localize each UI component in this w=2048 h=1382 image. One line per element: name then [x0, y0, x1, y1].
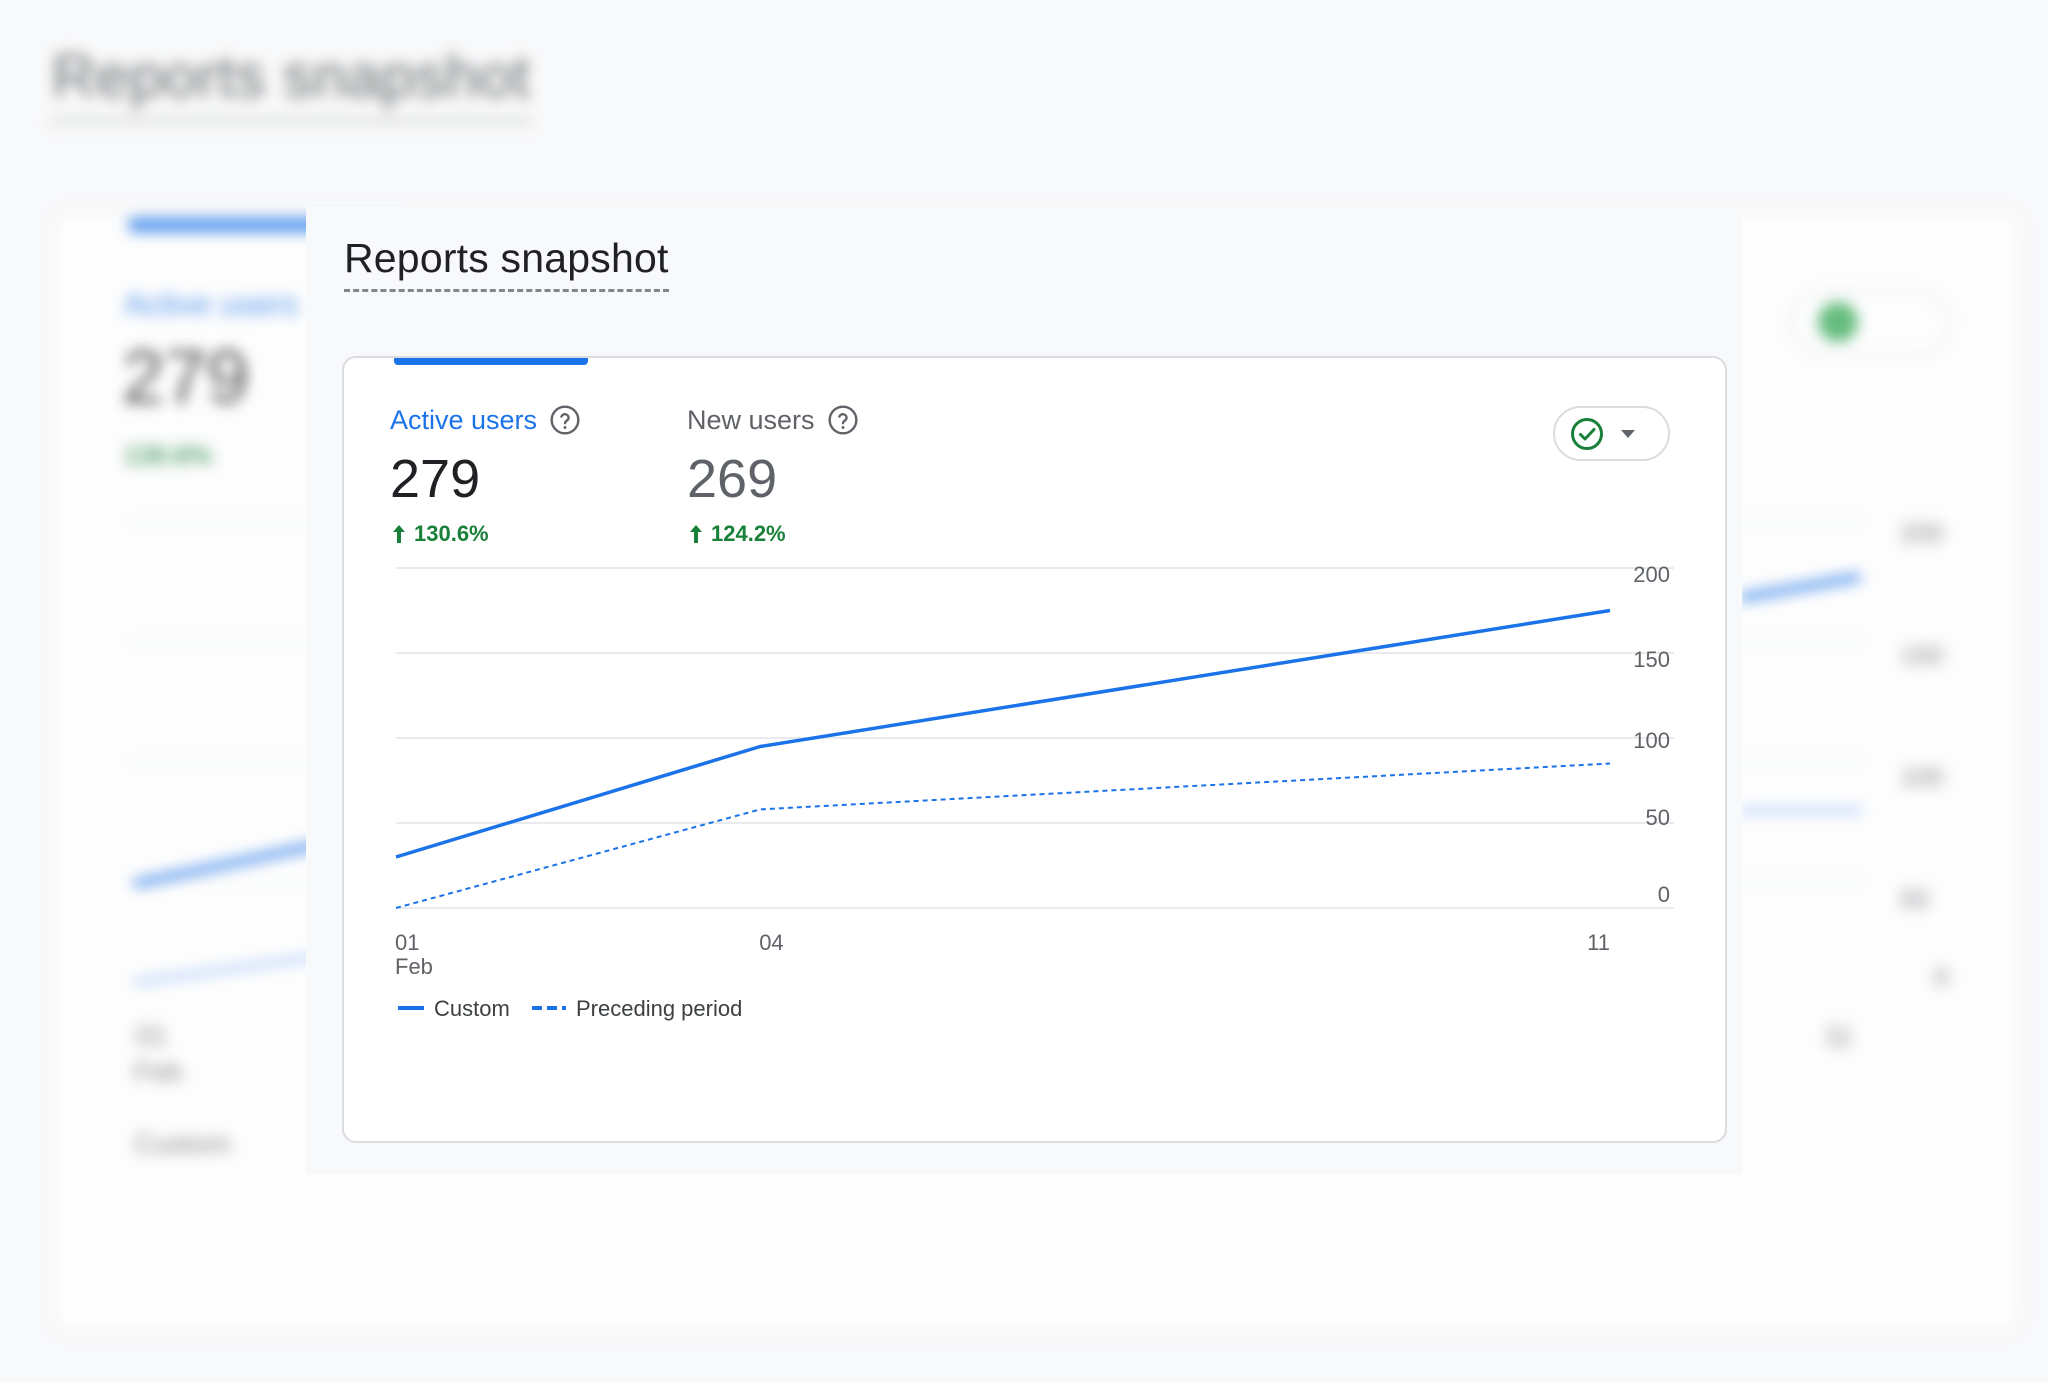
x-tick-label: 01 [395, 930, 419, 955]
y-tick-label: 100 [1633, 728, 1670, 753]
compare-dropdown-button[interactable] [1553, 406, 1670, 461]
background-x-tick: 11 [1824, 1020, 1854, 1051]
metric-tab-new-users[interactable]: New users 269 124.2% [687, 400, 859, 547]
background-x-sublabel: Feb [134, 1056, 183, 1087]
y-tick-label: 150 [1633, 647, 1670, 672]
x-tick-sublabel: Feb [395, 954, 433, 979]
background-legend: Custom [134, 1128, 231, 1159]
y-tick-label: 50 [1646, 805, 1670, 830]
background-check-icon [1818, 302, 1858, 342]
metric-change-value: 124.2% [711, 521, 786, 547]
metric-value: 279 [390, 449, 481, 509]
legend-label-preceding: Preceding period [576, 996, 742, 1021]
reports-snapshot-panel: Reports snapshot Active users 279 130.6% [306, 206, 1742, 1174]
x-tick-label: 04 [759, 930, 783, 955]
metric-tab-active-users[interactable]: Active users 279 130.6% [390, 400, 581, 547]
legend-label-custom: Custom [434, 996, 510, 1021]
help-icon[interactable] [827, 404, 859, 436]
overview-card: Active users 279 130.6% New users [342, 356, 1727, 1143]
series-line-custom [395, 608, 1611, 859]
background-y-tick: 200 [1900, 518, 1944, 548]
background-metric-value: 279 [122, 335, 249, 420]
metric-change-value: 130.6% [414, 521, 489, 547]
arrow-up-icon [690, 525, 702, 544]
help-icon[interactable] [549, 404, 581, 436]
y-tick-label: 200 [1633, 562, 1670, 587]
background-series-line [1739, 572, 1861, 602]
caret-down-icon [1621, 429, 1635, 438]
background-page-title: Reports snapshot [52, 42, 531, 123]
metric-label: New users [687, 404, 815, 435]
background-series-line [133, 952, 333, 985]
background-series-line [1740, 808, 1862, 813]
background-metric-delta: 130.6% [124, 440, 213, 470]
selected-tab-indicator [394, 358, 588, 365]
x-tick-label: 11 [1587, 930, 1610, 955]
background-y-tick: 100 [1900, 762, 1944, 792]
background-compare-pill [1790, 290, 1950, 356]
metric-value: 269 [687, 449, 778, 509]
metric-change: 124.2% [687, 521, 859, 547]
y-tick-label: 0 [1658, 882, 1670, 907]
background-x-tick: 01 [136, 1020, 168, 1051]
series-line-preceding [395, 762, 1611, 909]
metric-change: 130.6% [390, 521, 581, 547]
background-y-tick: 50 [1900, 884, 1929, 914]
background-y-tick: 0 [1934, 962, 1949, 992]
background-y-tick: 150 [1900, 640, 1944, 670]
background-series-line [133, 838, 331, 888]
page-title[interactable]: Reports snapshot [344, 235, 669, 293]
check-circle-icon [1571, 417, 1603, 450]
background-metric-label: Active users [124, 286, 299, 322]
metric-label: Active users [390, 404, 538, 435]
arrow-up-icon [393, 525, 405, 544]
